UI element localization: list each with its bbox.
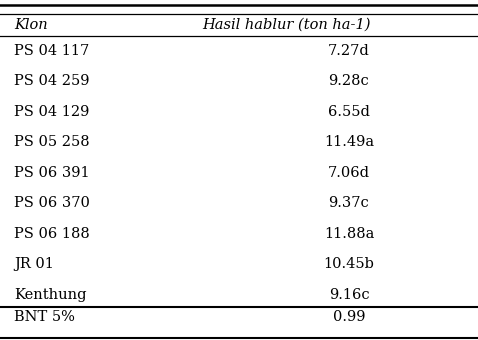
Text: 7.27d: 7.27d (328, 44, 370, 58)
Text: Hasil hablur (ton ha-1): Hasil hablur (ton ha-1) (203, 18, 371, 32)
Text: 9.28c: 9.28c (328, 74, 369, 88)
Text: 0.99: 0.99 (333, 310, 365, 324)
Text: 6.55d: 6.55d (328, 105, 370, 119)
Text: 11.49a: 11.49a (324, 135, 374, 149)
Text: Kenthung: Kenthung (14, 288, 87, 302)
Text: PS 04 259: PS 04 259 (14, 74, 90, 88)
Text: 10.45b: 10.45b (324, 257, 374, 271)
Text: PS 06 391: PS 06 391 (14, 166, 90, 180)
Text: Klon: Klon (14, 18, 48, 32)
Text: PS 06 370: PS 06 370 (14, 197, 90, 210)
Text: BNT 5%: BNT 5% (14, 310, 75, 324)
Text: 9.37c: 9.37c (328, 197, 369, 210)
Text: 7.06d: 7.06d (328, 166, 370, 180)
Text: PS 04 117: PS 04 117 (14, 44, 89, 58)
Text: PS 06 188: PS 06 188 (14, 227, 90, 241)
Text: PS 05 258: PS 05 258 (14, 135, 90, 149)
Text: JR 01: JR 01 (14, 257, 54, 271)
Text: PS 04 129: PS 04 129 (14, 105, 90, 119)
Text: 11.88a: 11.88a (324, 227, 374, 241)
Text: 9.16c: 9.16c (329, 288, 369, 302)
